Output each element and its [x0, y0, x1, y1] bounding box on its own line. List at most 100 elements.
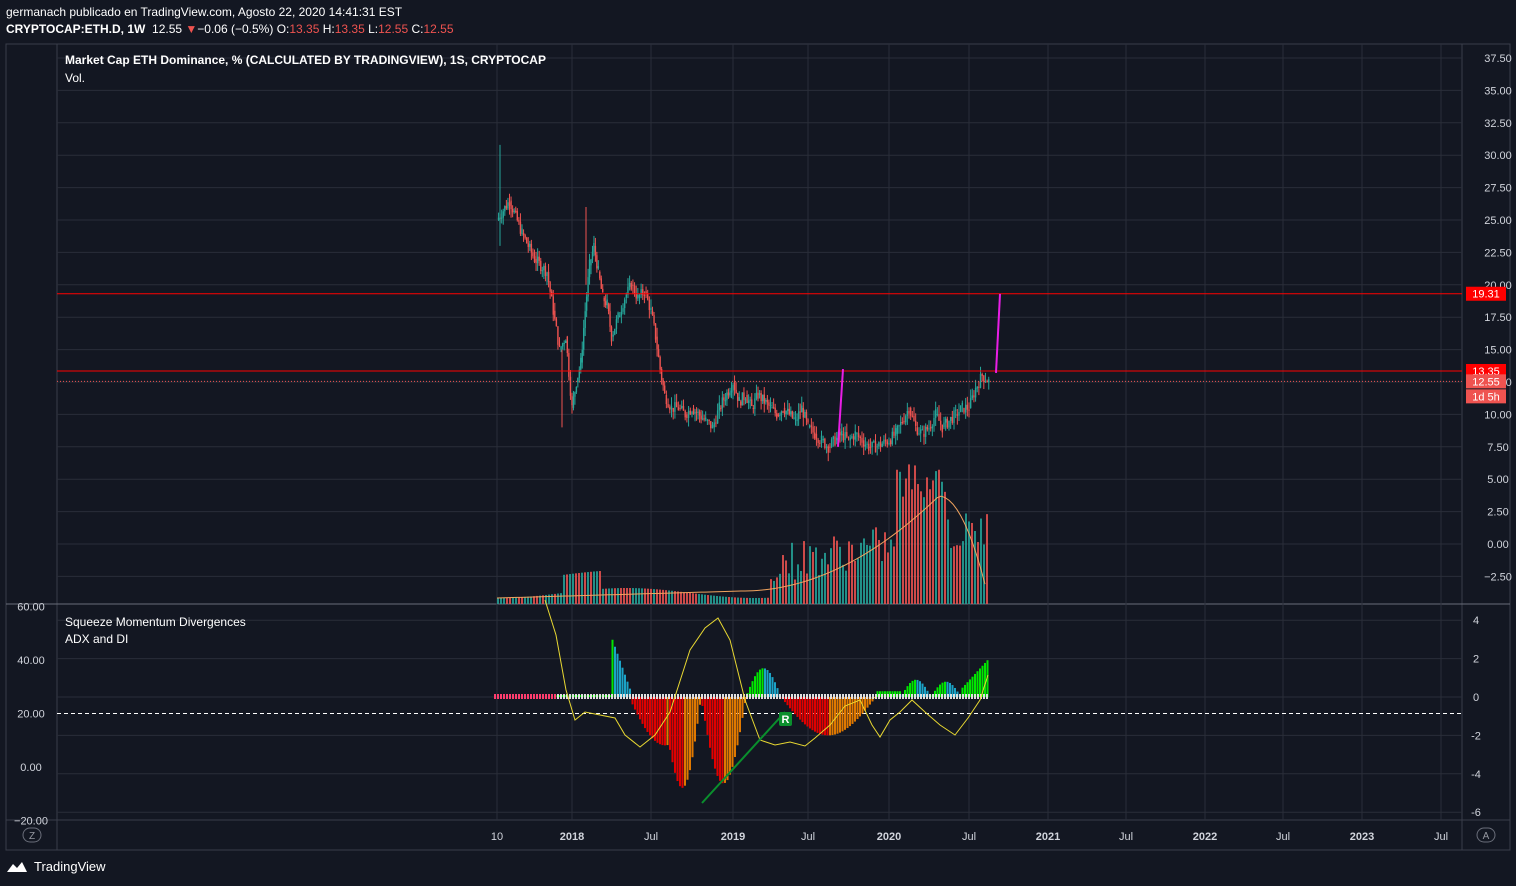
- volume-bar: [647, 588, 649, 604]
- y-tick-label: 27.50: [1484, 183, 1512, 195]
- squeeze-dot: [596, 694, 598, 699]
- squeeze-dot: [545, 694, 547, 699]
- volume-bar: [605, 588, 607, 604]
- candle-body: [691, 412, 693, 415]
- volume-bar: [701, 594, 703, 604]
- volume-bar: [740, 597, 742, 604]
- volume-legend[interactable]: Vol.: [65, 71, 86, 85]
- candle-body: [653, 315, 655, 324]
- y-tick-label: 17.50: [1484, 312, 1512, 324]
- momentum-bar: [786, 697, 789, 706]
- volume-bar: [908, 464, 910, 604]
- momentum-bar: [674, 697, 676, 773]
- candle-body: [864, 444, 867, 447]
- volume-bar: [599, 571, 601, 604]
- candle-body: [896, 425, 899, 434]
- momentum-bar: [686, 697, 689, 780]
- candle-body: [939, 420, 942, 425]
- candle-body: [638, 295, 641, 298]
- adx-line: [544, 599, 989, 748]
- candle-body: [808, 425, 811, 428]
- volume-bar: [542, 595, 544, 604]
- candle-body: [575, 386, 578, 393]
- squeeze-dot: [827, 694, 829, 699]
- candle-body: [777, 414, 780, 416]
- last-price-tag: [1466, 374, 1506, 389]
- candle-body: [656, 336, 658, 350]
- candle-body: [948, 420, 950, 428]
- momentum-bar: [969, 679, 971, 697]
- squeeze-dot: [905, 694, 907, 699]
- candle-body: [964, 404, 967, 413]
- squeeze-dot: [500, 694, 502, 699]
- candle-body: [906, 411, 909, 417]
- x-tick-label: Jul: [801, 831, 815, 843]
- volume-bar: [821, 558, 823, 604]
- candle-body: [529, 243, 531, 247]
- candle-body: [727, 392, 730, 396]
- candle-body: [508, 202, 511, 206]
- squeeze-dot: [752, 694, 754, 699]
- y-tick-label: 22.50: [1484, 247, 1512, 259]
- countdown-tag: [1466, 389, 1506, 404]
- last-price: 12.55: [152, 22, 183, 36]
- candle-body: [761, 394, 764, 402]
- footer-brand[interactable]: TradingView: [6, 859, 106, 874]
- squeeze-dot: [800, 694, 802, 699]
- squeeze-dot: [566, 694, 568, 699]
- candle-body: [988, 379, 990, 383]
- volume-bar: [590, 571, 592, 604]
- divergence-marker: [779, 712, 792, 726]
- volume-bar: [965, 513, 967, 604]
- momentum-bar: [934, 690, 936, 697]
- candle-body: [774, 407, 776, 414]
- main-series-legend[interactable]: Market Cap ETH Dominance, % (CALCULATED …: [65, 53, 546, 67]
- volume-bar: [665, 590, 667, 604]
- squeeze-dot: [914, 694, 916, 699]
- momentum-bar: [949, 682, 951, 697]
- squeeze-dot: [872, 694, 874, 699]
- momentum-bar: [821, 697, 824, 735]
- volume-bar: [539, 595, 541, 604]
- candle-body: [700, 415, 702, 420]
- momentum-bar: [844, 697, 846, 730]
- close-value: 12.55: [423, 22, 454, 36]
- candle-body: [873, 441, 875, 443]
- momentum-bar: [666, 697, 669, 746]
- volume-bar: [629, 588, 631, 604]
- candle-body: [899, 422, 902, 426]
- volume-bar: [728, 597, 730, 604]
- momentum-bar: [854, 697, 856, 722]
- volume-bar: [686, 592, 688, 604]
- momentum-bar: [656, 697, 659, 743]
- tradingview-logo-icon: [7, 861, 27, 872]
- candle-body: [807, 419, 809, 423]
- candle-body: [776, 413, 778, 419]
- adx-legend[interactable]: ADX and DI: [65, 632, 129, 646]
- squeeze-dot: [806, 694, 808, 699]
- candle-body: [918, 433, 920, 435]
- squeeze-dot: [803, 694, 805, 699]
- candle-body: [574, 392, 576, 397]
- momentum-bar: [976, 671, 979, 697]
- squeeze-legend[interactable]: Squeeze Momentum Divergences: [65, 615, 246, 629]
- candle-body: [986, 381, 988, 383]
- candle-body: [563, 343, 565, 345]
- candle-body: [780, 411, 783, 416]
- momentum-bar: [961, 687, 964, 697]
- volume-bar: [746, 597, 748, 604]
- candle-body: [822, 438, 824, 441]
- candle-body: [565, 340, 567, 344]
- momentum-bar: [974, 673, 976, 697]
- high-label: H:: [322, 22, 335, 36]
- candle-body: [686, 414, 688, 418]
- projection-line: [995, 293, 1001, 373]
- momentum-bar: [876, 691, 879, 697]
- squeeze-dot: [512, 694, 514, 699]
- momentum-bar: [916, 679, 919, 697]
- candle-body: [558, 344, 561, 346]
- candle-body: [793, 417, 795, 419]
- volume-bar: [635, 588, 637, 604]
- candle-body: [733, 382, 736, 390]
